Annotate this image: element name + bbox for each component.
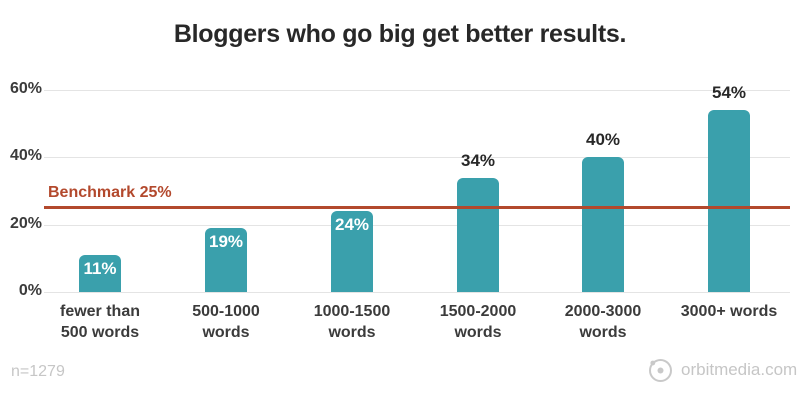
gridline-20% [44,224,790,226]
x-axis-category-label: 1000-1500 words [313,303,391,341]
benchmark-label: Benchmark 25% [48,183,172,201]
bar-1000-1500 words: 24% [331,211,373,292]
bar-value-label: 54% [711,83,747,103]
gridline-40% [44,157,790,159]
gridline-60% [44,90,790,92]
bar-value-label: 24% [334,215,370,235]
x-axis-category-label: 500-1000 words [192,303,260,341]
y-axis-tick-20%: 20% [9,214,42,232]
x-axis-category-label: fewer than 500 words [59,303,140,341]
y-axis-tick-60%: 60% [9,80,42,98]
y-axis-tick-40%: 40% [9,147,42,165]
bar-value-label: 19% [208,232,244,252]
bar-1500-2000 words [457,177,499,292]
chart-title: Bloggers who go big get better results. [173,20,627,48]
bar-value-label: 34% [460,150,496,170]
y-axis-tick-0%: 0% [18,282,42,299]
bar-500-1000 words: 19% [205,228,247,292]
orbit-logo-icon [649,359,672,382]
attribution-text: orbitmedia.com [681,360,798,379]
bar-fewer than 500 words: 11% [79,254,121,292]
x-axis-category-label: 1500-2000 words [439,303,517,341]
x-axis-category-label: 2000-3000 words [564,303,642,341]
gridline-0% [44,292,790,293]
bar-3000+ words [708,110,750,292]
bar-2000-3000 words [582,157,624,292]
bar-value-label: 11% [83,258,117,278]
benchmark-line [44,206,790,210]
attribution: orbitmedia.com [646,356,797,384]
x-axis-category-label: 3000+ words [680,303,778,320]
bar-value-label: 40% [585,130,621,150]
sample-size-note: n=1279 [11,363,65,380]
